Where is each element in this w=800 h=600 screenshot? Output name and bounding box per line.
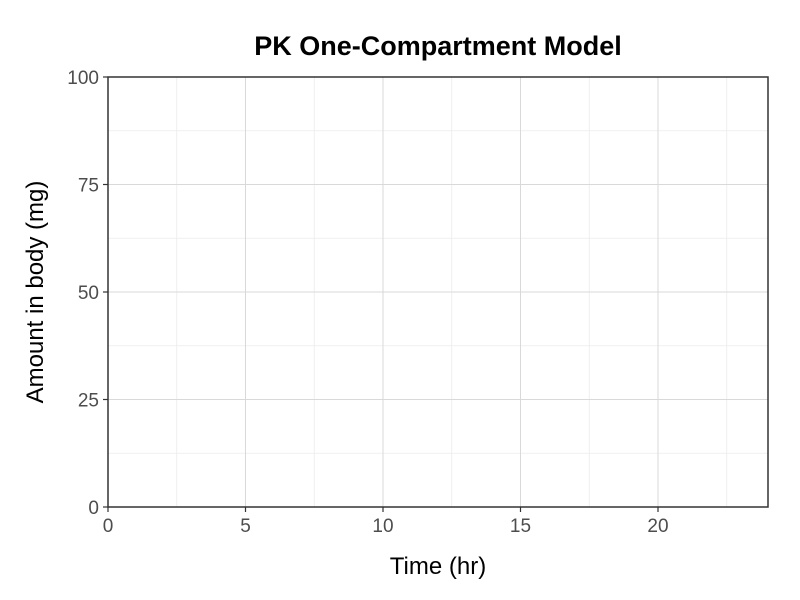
chart-title: PK One-Compartment Model	[254, 31, 622, 61]
x-tick-label: 15	[510, 516, 531, 537]
y-tick-label: 25	[78, 391, 99, 412]
x-tick-label: 5	[240, 516, 251, 537]
y-axis-ticks: 0 25 50 75 100	[67, 68, 108, 519]
y-tick-label: 0	[88, 498, 99, 519]
plot-panel	[107, 76, 769, 508]
x-axis-ticks: 0 5 10 15 20	[103, 507, 669, 537]
y-axis-label: Amount in body (mg)	[22, 181, 49, 404]
y-tick-label: 50	[78, 283, 99, 304]
y-tick-label: 75	[78, 176, 99, 197]
x-axis-label: Time (hr)	[390, 553, 486, 580]
y-tick-label: 100	[67, 68, 99, 89]
x-tick-label: 10	[372, 516, 393, 537]
grid	[107, 76, 768, 508]
x-tick-label: 20	[647, 516, 668, 537]
x-tick-label: 0	[103, 516, 114, 537]
